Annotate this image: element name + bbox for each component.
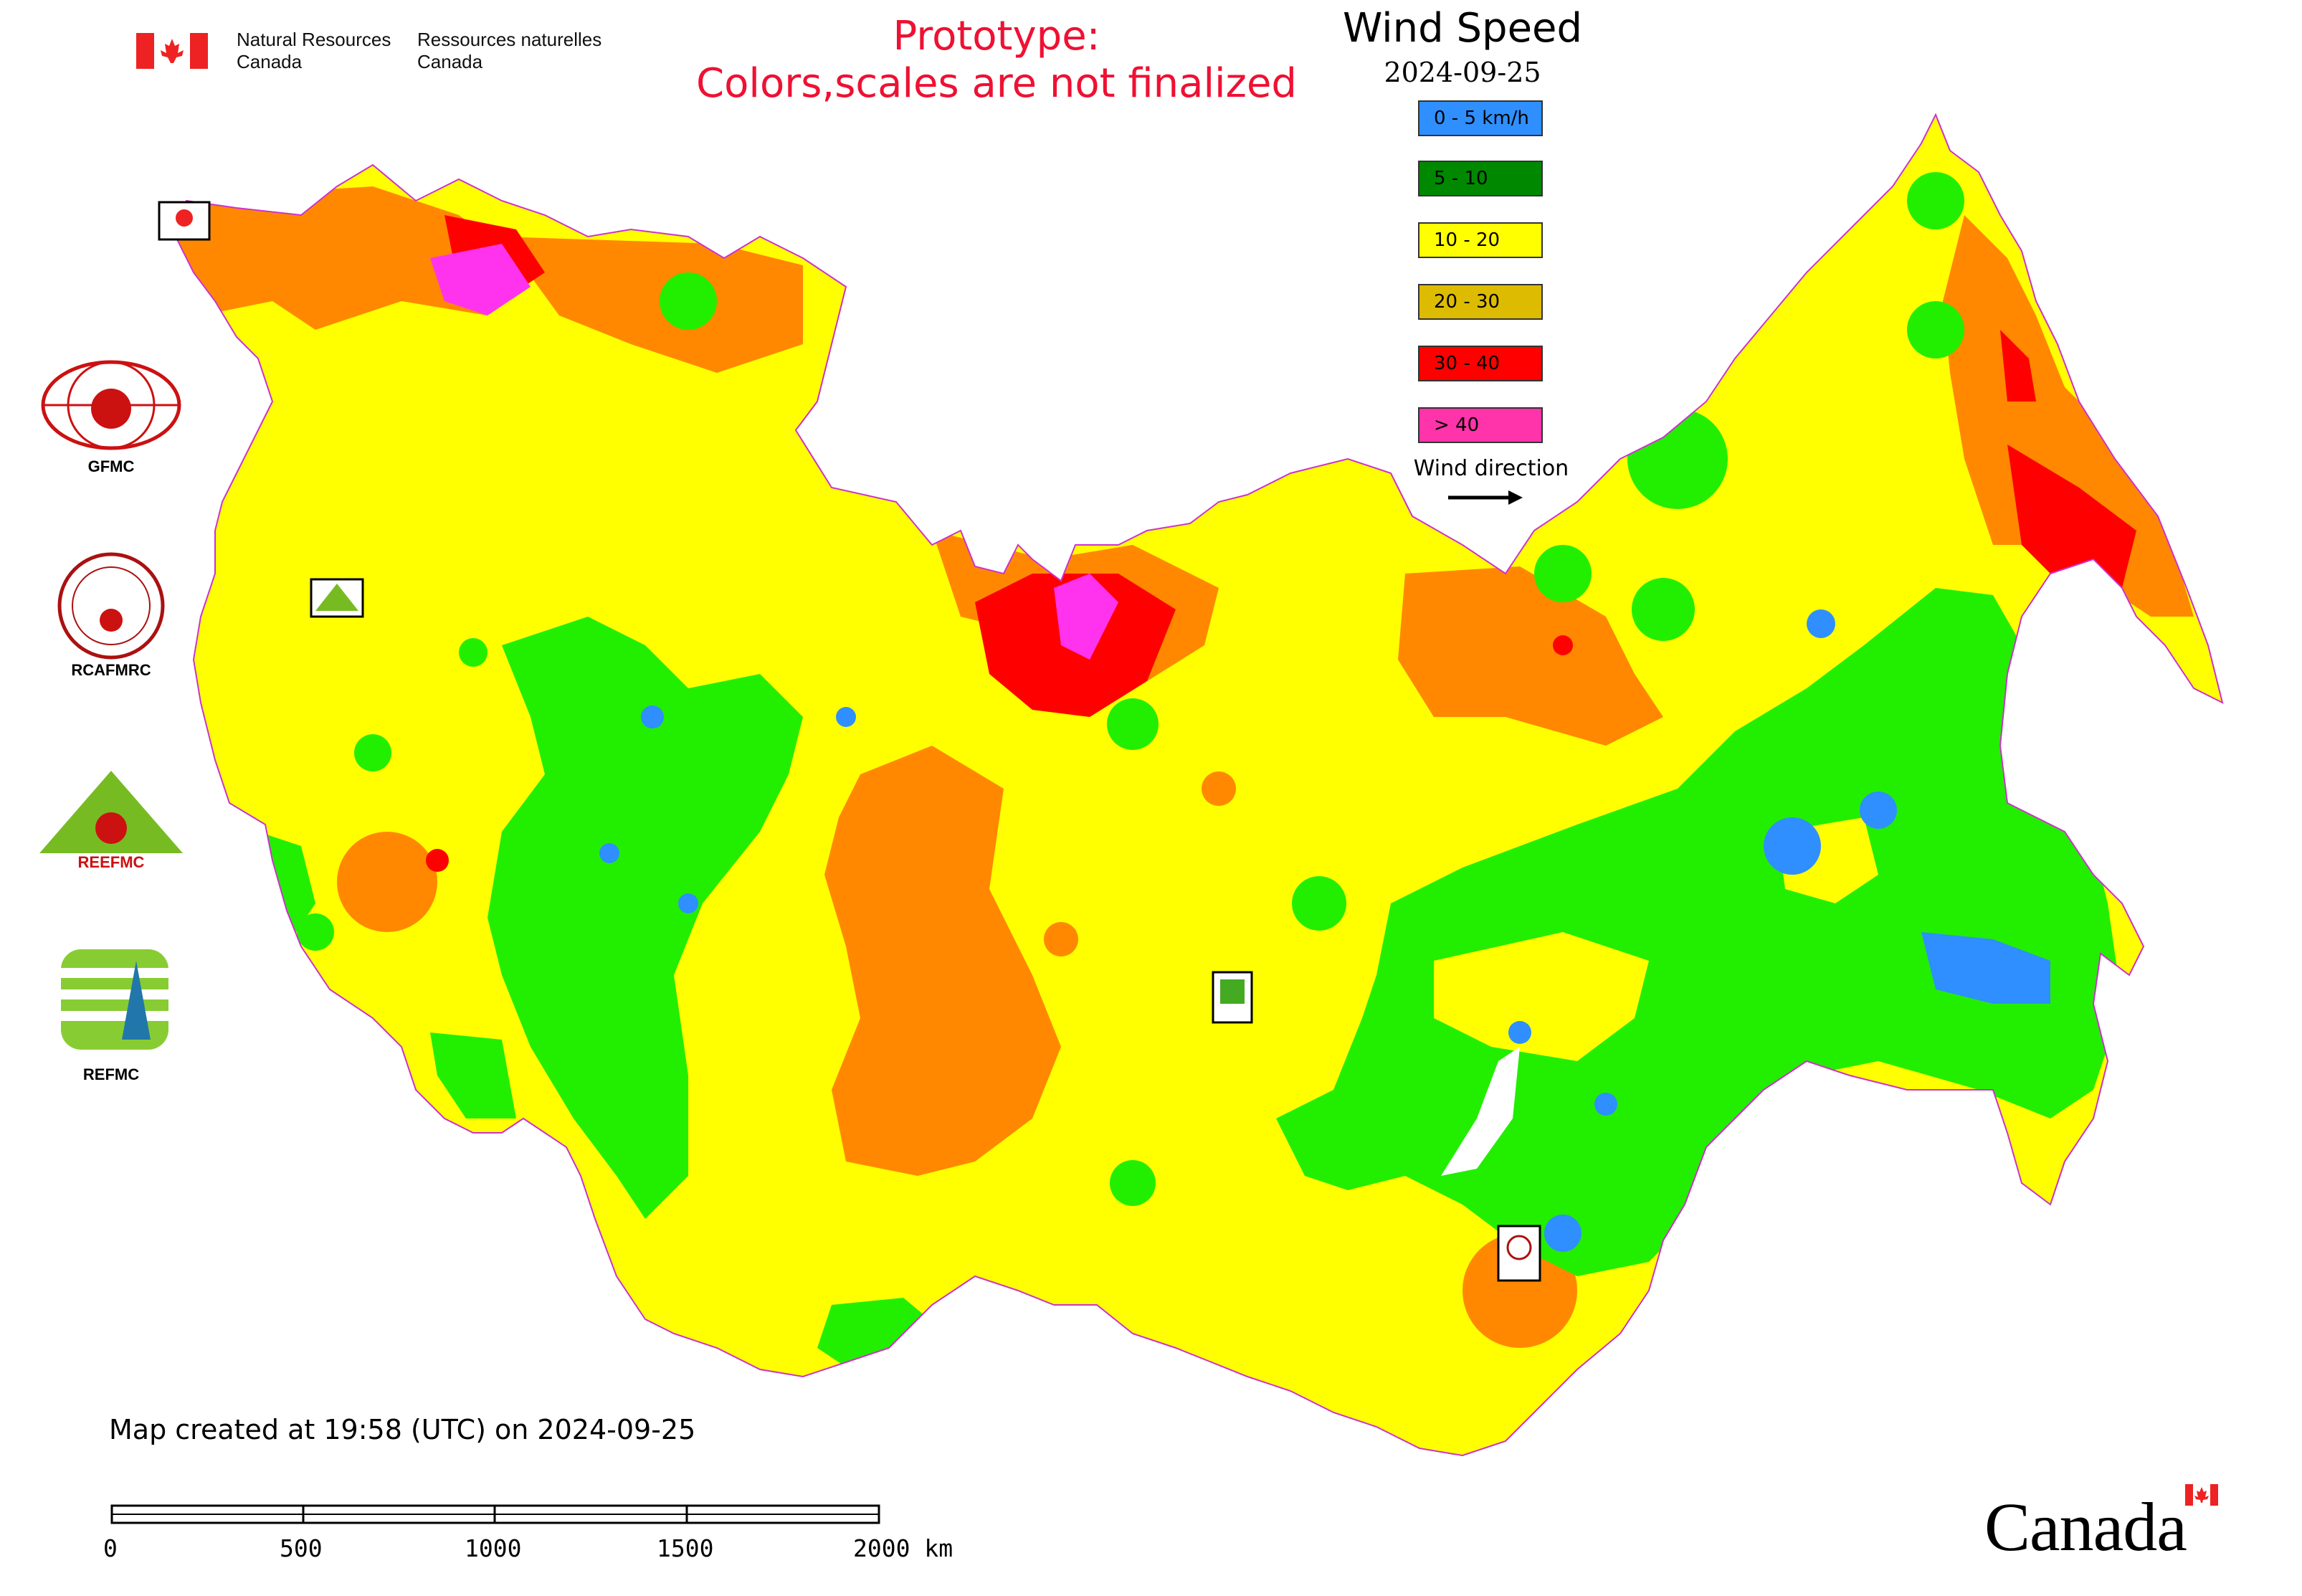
nrcan-name-en: Natural Resources Canada [237, 29, 391, 72]
reefmc-logo-icon [39, 771, 183, 869]
rcafmrc-logo: RCAFMRC [29, 552, 194, 681]
wind-direction-arrow-icon [1448, 490, 1523, 505]
rcafmrc-map-marker [1497, 1225, 1541, 1282]
wind-direction-label: Wind direction [1413, 456, 1569, 481]
refmc-label: REFMC [82, 1065, 140, 1083]
canada-wordmark-flag-icon [2185, 1484, 2218, 1506]
legend-item-30-40: 30 - 40 [1418, 346, 1543, 381]
gfmc-label: GFMC [87, 457, 135, 475]
legend-label: 30 - 40 [1434, 353, 1500, 374]
scale-label-2000: 2000 km [853, 1534, 953, 1562]
gfmc-logo: GFMC [29, 358, 194, 488]
legend-label: 5 - 10 [1434, 168, 1488, 189]
scale-label-0: 0 [103, 1534, 118, 1562]
legend-item-over-40: > 40 [1418, 407, 1543, 443]
prototype-notice: Prototype: Colors,scales are not finaliz… [645, 13, 1348, 108]
scale-label-1500: 1500 [657, 1534, 714, 1562]
rcafmrc-logo-icon [57, 552, 165, 660]
gfmc-logo-icon [41, 360, 181, 450]
canada-wordmark-text: Canada [1984, 1488, 2187, 1565]
legend-item-0-5: 0 - 5 km/h [1418, 100, 1543, 136]
map-created-text: Map created at 19:58 (UTC) on 2024-09-25 [109, 1414, 696, 1445]
refmc-logo: REFMC [29, 946, 194, 1090]
legend-item-5-10: 5 - 10 [1418, 161, 1543, 196]
reefmc-label: REEFMC [77, 853, 145, 871]
legend-label: 10 - 20 [1434, 229, 1500, 251]
gfmc-map-marker [158, 201, 211, 241]
reefmc-logo: REEFMC [29, 767, 194, 875]
reefmc-map-marker [310, 578, 364, 618]
refmc-logo-icon [61, 949, 168, 1050]
scale-label-1000: 1000 [465, 1534, 522, 1562]
rcafmrc-label: RCAFMRC [71, 661, 151, 679]
prototype-line-1: Prototype: [893, 13, 1100, 60]
nrcan-name-fr: Ressources naturelles Canada [417, 29, 602, 72]
legend-item-20-30: 20 - 30 [1418, 284, 1543, 320]
scale-label-500: 500 [280, 1534, 323, 1562]
nrcan-signature: Natural Resources Canada Ressources natu… [136, 29, 609, 79]
legend-item-10-20: 10 - 20 [1418, 222, 1543, 258]
canada-wordmark: Canada [1984, 1484, 2221, 1570]
legend-label: 20 - 30 [1434, 291, 1500, 313]
legend-label: > 40 [1434, 414, 1480, 436]
legend-label: 0 - 5 km/h [1434, 108, 1529, 129]
canada-flag-icon [136, 33, 208, 69]
legend-title: Wind Speed [1342, 5, 1583, 52]
scale-bar [110, 1504, 880, 1524]
legend-date: 2024-09-25 [1384, 57, 1541, 88]
prototype-line-2: Colors,scales are not finalized [696, 60, 1297, 107]
refmc-map-marker [1212, 971, 1253, 1024]
